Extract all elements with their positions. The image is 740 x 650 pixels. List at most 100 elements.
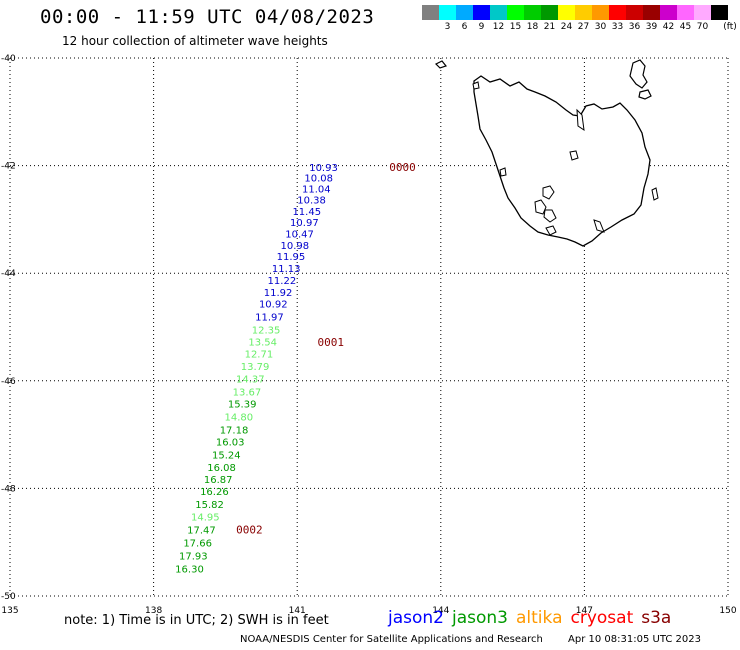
wave-height-label: 10.08 <box>304 174 333 185</box>
wave-height-label: 10.38 <box>297 195 326 206</box>
satellite-legend-jason3: jason3 <box>452 608 508 628</box>
lake-gordon <box>545 225 557 236</box>
wave-height-label: 12.35 <box>252 325 281 336</box>
lon-tick-label: 135 <box>1 606 18 616</box>
colorbar-swatch <box>592 5 609 20</box>
footer-timestamp: Apr 10 08:31:05 UTC 2023 <box>568 634 701 645</box>
wave-height-label: 12.71 <box>245 350 274 361</box>
colorbar-swatch <box>507 5 524 20</box>
colorbar-unit-label: (ft) <box>723 22 737 32</box>
wave-height-colorbar <box>422 5 728 20</box>
colorbar-tick-label: 21 <box>543 22 556 32</box>
lat-tick-label: -44 <box>1 269 16 279</box>
satellite-legend-altika: altika <box>516 608 563 628</box>
colorbar-tick-label: 33 <box>611 22 624 32</box>
colorbar-swatch <box>473 5 490 20</box>
wave-height-label: 14.37 <box>236 374 265 385</box>
footer-credit: NOAA/NESDIS Center for Satellite Applica… <box>240 634 543 645</box>
colorbar-swatch <box>660 5 677 20</box>
colorbar-tick-label: 39 <box>645 22 658 32</box>
colorbar-swatch <box>439 5 456 20</box>
small-lake-2 <box>499 167 507 177</box>
colorbar-swatch <box>626 5 643 20</box>
wave-height-label: 15.39 <box>228 400 257 411</box>
derwent-estuary <box>593 219 605 233</box>
colorbar-swatch <box>490 5 507 20</box>
footer: NOAA/NESDIS Center for Satellite Applica… <box>240 634 701 645</box>
wave-height-label: 11.97 <box>255 313 284 324</box>
maria-island <box>651 187 659 201</box>
wave-height-label: 16.26 <box>200 487 229 498</box>
wave-height-label: 16.03 <box>216 437 245 448</box>
colorbar-tick-label: 27 <box>577 22 590 32</box>
lat-tick-label: -40 <box>1 54 16 64</box>
great-lake <box>542 185 555 200</box>
wave-height-label: 11.92 <box>264 288 293 299</box>
hunter-island <box>472 81 480 90</box>
satellite-legend-jason2: jason2 <box>388 608 444 628</box>
colorbar-swatch <box>524 5 541 20</box>
wave-height-label: 16.87 <box>204 475 233 486</box>
satellite-legend: jason2 jason3 altika cryosat s3a <box>388 608 679 628</box>
colorbar-tick-label: 9 <box>478 22 485 32</box>
map-title: 00:00 - 11:59 UTC 04/08/2023 <box>40 6 375 28</box>
wave-height-label: 16.30 <box>175 564 204 575</box>
lat-tick-label: -42 <box>1 162 16 172</box>
wave-height-label: 11.45 <box>292 207 321 218</box>
map-subtitle: 12 hour collection of altimeter wave hei… <box>62 34 328 48</box>
colorbar-tick-label: 12 <box>492 22 505 32</box>
map-note: note: 1) Time is in UTC; 2) SWH is in fe… <box>64 613 329 628</box>
wave-height-label: 11.13 <box>272 264 301 275</box>
colorbar-labels: 3 6 9 12 15 18 21 24 27 30 33 36 39 42 45 70 (ft) <box>422 22 740 34</box>
colorbar-swatch <box>677 5 694 20</box>
time-marker-label: 0000 <box>389 161 416 174</box>
lon-tick-label: 138 <box>145 606 162 616</box>
colorbar-swatch <box>541 5 558 20</box>
colorbar-swatch <box>694 5 711 20</box>
satellite-legend-cryosat: cryosat <box>570 608 634 628</box>
time-markers: 0000 0001 0002 <box>236 161 416 537</box>
colorbar-tick-label: 70 <box>696 22 709 32</box>
wave-height-label: 13.79 <box>241 362 270 373</box>
lat-tick-label: -48 <box>1 484 16 494</box>
wave-height-label: 10.92 <box>259 300 288 311</box>
lon-tick-label: 147 <box>576 606 593 616</box>
colorbar-tick-label: 36 <box>628 22 641 32</box>
wave-height-label: 10.93 <box>309 163 338 174</box>
lon-tick-label: 150 <box>719 606 736 616</box>
tamar-estuary <box>576 108 585 132</box>
lat-tick-label: -50 <box>1 592 16 602</box>
colorbar-swatch <box>558 5 575 20</box>
wave-height-observations: 10.9310.0811.0410.3811.4510.9710.4710.98… <box>175 163 338 575</box>
wave-height-label: 10.97 <box>290 218 319 229</box>
tasmania-landmass <box>434 59 659 247</box>
colorbar-tick-label: 24 <box>560 22 573 32</box>
wave-height-label: 15.82 <box>195 500 224 511</box>
wave-height-label: 13.54 <box>248 337 277 348</box>
wave-height-label: 17.66 <box>183 539 212 550</box>
tasmania-outline <box>473 75 651 247</box>
colorbar-swatch <box>456 5 473 20</box>
colorbar-tick-label: 15 <box>509 22 522 32</box>
time-marker-label: 0002 <box>236 524 263 537</box>
wave-height-label: 15.24 <box>212 450 241 461</box>
wave-height-label: 11.04 <box>302 185 331 196</box>
lat-tick-label: -46 <box>1 377 16 387</box>
wave-height-label: 11.22 <box>268 276 297 287</box>
colorbar-swatch <box>422 5 439 20</box>
lon-tick-label: 141 <box>289 606 306 616</box>
wave-height-label: 17.47 <box>187 526 216 537</box>
colorbar-swatch <box>643 5 660 20</box>
wave-height-label: 10.98 <box>280 241 309 252</box>
colorbar-tick-label: 3 <box>444 22 451 32</box>
wave-height-label: 14.80 <box>224 413 253 424</box>
wave-height-label: 14.95 <box>191 513 220 524</box>
colorbar-tick-label: 6 <box>461 22 468 32</box>
lake-pedder <box>543 209 557 223</box>
cape-barren-island <box>638 89 652 100</box>
colorbar-tick-label: 42 <box>662 22 675 32</box>
satellite-legend-s3a: s3a <box>641 608 672 628</box>
wave-height-label: 10.47 <box>285 230 314 241</box>
wave-height-label: 17.18 <box>220 426 249 437</box>
